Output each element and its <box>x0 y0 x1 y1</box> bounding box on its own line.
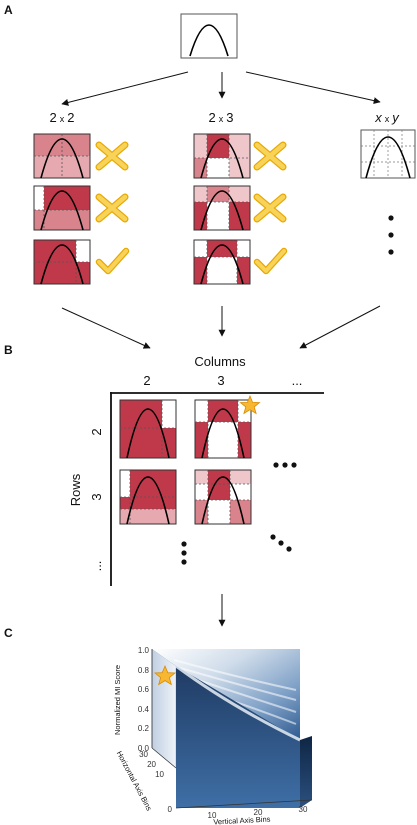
ellipsis-diagonal-b <box>270 534 292 552</box>
grid-2x2-option-1 <box>33 133 91 179</box>
mi-surface-plot <box>151 648 313 809</box>
mark-cross-1 <box>95 141 129 171</box>
grid-2x2-option-2 <box>33 185 91 231</box>
z-tick-label: 0.6 <box>138 685 150 694</box>
columns-title: Columns <box>194 354 246 369</box>
x-ticks: 10 20 30 <box>208 805 308 820</box>
row-label-2: 2 <box>89 428 104 435</box>
star-icon-best-grid <box>239 394 261 415</box>
rows-title: Rows <box>68 473 83 506</box>
ellipsis-vertical-a <box>388 215 394 255</box>
z-ticks: 1.0 0.8 0.6 0.4 0.2 0.0 <box>138 646 150 753</box>
z-tick-label: 1.0 <box>138 646 150 655</box>
mark-cross-2 <box>95 193 129 223</box>
grid-2x3-option-1 <box>193 133 251 179</box>
matrix-cell-3x2 <box>119 469 177 525</box>
z-tick-label: 0.0 <box>138 744 150 753</box>
arrow-to-xy <box>245 71 381 105</box>
mark-cross-3 <box>253 141 287 171</box>
matrix-cell-2x3 <box>194 399 252 459</box>
panel-label-c: C <box>4 626 13 640</box>
z-tick-label: 0.2 <box>138 724 150 733</box>
matrix-cell-2x2 <box>119 399 177 459</box>
y-tick-label: 10 <box>155 770 164 779</box>
ellipsis-horizontal-row2 <box>273 462 297 468</box>
mark-cross-4 <box>253 193 287 223</box>
grid-2x3-option-3 <box>193 239 251 285</box>
x-tick-label: 10 <box>208 811 217 820</box>
x-axis-title: Vertical Axis Bins <box>213 815 271 825</box>
panel-label-a: A <box>4 3 13 17</box>
arrow-a-to-b-right <box>299 305 381 349</box>
panel-label-b: B <box>4 343 13 357</box>
grid-2x2-option-3 <box>33 239 91 285</box>
matrix-cell-3x3 <box>194 469 252 525</box>
grid-xy-example <box>360 129 416 179</box>
ellipsis-vertical-b <box>181 541 187 565</box>
y-tick-label: 30 <box>139 750 148 759</box>
mark-check-2 <box>253 247 288 275</box>
mark-check-1 <box>95 247 130 275</box>
row-label-3: 3 <box>89 493 104 500</box>
y-ticks: 30 20 10 0 <box>139 750 172 814</box>
arrow-a-to-b-left <box>61 307 151 349</box>
x-tick-label: 20 <box>254 808 263 817</box>
x-tick-label: 30 <box>299 805 308 814</box>
arrow-to-2x2 <box>61 71 189 106</box>
y-tick-label: 20 <box>147 760 156 769</box>
z-tick-label: 0.4 <box>138 705 150 714</box>
y-tick-label: 0 <box>168 805 173 814</box>
col-label-3: 3 <box>217 373 224 388</box>
grid-2x3-option-2 <box>193 185 251 231</box>
row-label-more: ... <box>89 561 104 572</box>
source-curve-box <box>180 13 238 59</box>
col-label-more: ... <box>292 373 303 388</box>
star-icon-max-score <box>153 664 177 686</box>
z-axis-title: Normalized MI Score <box>113 665 122 735</box>
col-label-2: 2 <box>143 373 150 388</box>
z-tick-label: 0.8 <box>138 666 150 675</box>
